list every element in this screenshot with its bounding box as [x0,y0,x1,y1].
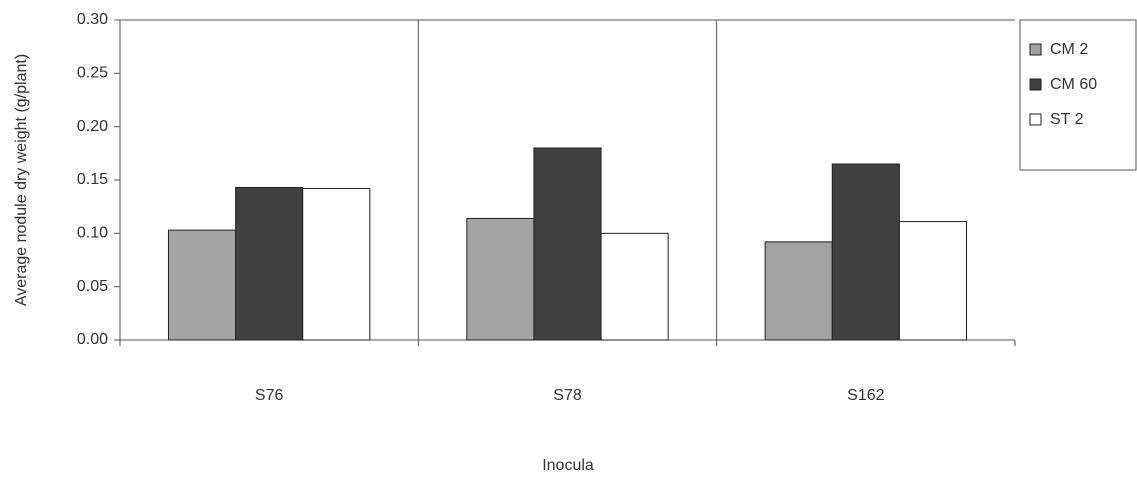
x-tick-label: S78 [553,387,582,404]
y-tick-label: 0.15 [77,171,108,188]
legend-swatch [1030,79,1041,90]
x-tick-label: S162 [847,387,884,404]
legend-label: ST 2 [1050,111,1084,128]
bar [601,233,668,340]
y-axis-label: Average nodule dry weight (g/plant) [13,54,30,306]
x-axis-label: Inocula [542,457,594,474]
bar [168,230,235,340]
legend-label: CM 60 [1050,76,1097,93]
bar [899,222,966,340]
y-tick-label: 0.20 [77,118,108,135]
bar [765,242,832,340]
bar [236,187,303,340]
y-tick-label: 0.00 [77,331,108,348]
bar [303,189,370,340]
bar [832,164,899,340]
bar [534,148,601,340]
y-tick-label: 0.30 [77,11,108,28]
y-tick-label: 0.05 [77,278,108,295]
legend-label: CM 2 [1050,41,1088,58]
y-tick-label: 0.10 [77,225,108,242]
x-tick-label: S76 [255,387,284,404]
legend-swatch [1030,44,1041,55]
bar [467,218,534,340]
chart: Inocula Average nodule dry weight (g/pla… [0,0,1137,480]
y-tick-label: 0.25 [77,65,108,82]
legend-swatch [1030,114,1041,125]
